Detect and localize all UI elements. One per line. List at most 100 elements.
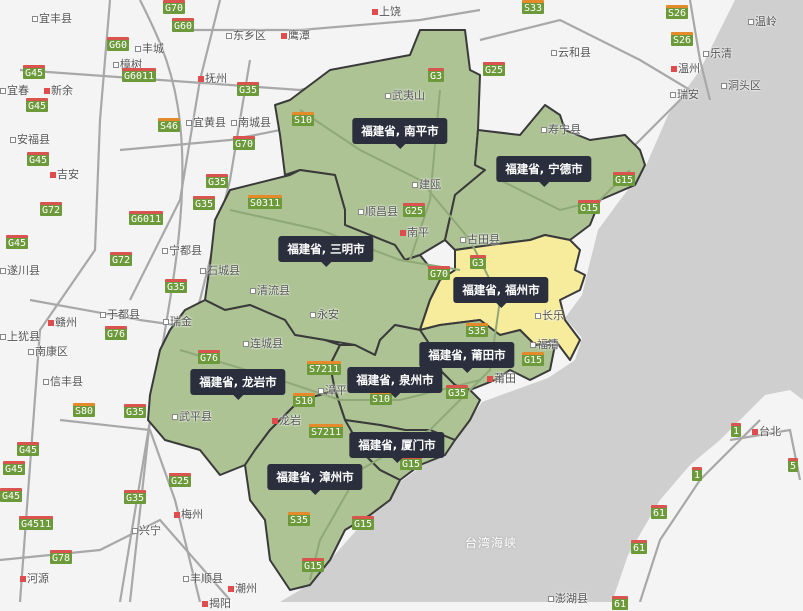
place-name: 于都县 (107, 308, 140, 321)
place-dot-icon (703, 51, 709, 57)
place-dot-icon (535, 313, 541, 319)
place-dot-icon (400, 230, 406, 236)
road-shield: G35 (446, 385, 469, 399)
region-tooltip-xiamen: 福建省, 厦门市 (349, 432, 445, 463)
place-dot-icon (541, 127, 547, 133)
road-shield: G76 (198, 350, 221, 364)
road-shield: G3 (470, 255, 487, 269)
place-name: 河源 (27, 572, 49, 585)
road-shield: 61 (612, 596, 629, 610)
place-dot-icon (162, 248, 168, 254)
road-shield: G45 (27, 152, 50, 166)
place-dot-icon (752, 429, 758, 435)
place-label: 上犹县 (0, 328, 40, 344)
place-label: 洞头区 (721, 77, 761, 93)
place-name: 吉安 (57, 168, 79, 181)
road-shield: S7211 (309, 424, 344, 438)
place-dot-icon (231, 120, 237, 126)
place-dot-icon (43, 379, 49, 385)
place-name: 瑞金 (170, 315, 192, 328)
place-dot-icon (0, 334, 6, 340)
road-shield: S10 (293, 393, 316, 407)
place-dot-icon (243, 341, 249, 347)
place-dot-icon (50, 172, 56, 178)
place-name: 赣州 (55, 316, 77, 329)
place-name: 新余 (51, 84, 73, 97)
place-name: 抚州 (205, 72, 227, 85)
place-label: 漳平 (318, 382, 347, 398)
taiwan-land (612, 390, 803, 602)
place-label: 台北 (752, 423, 781, 439)
place-label: 连城县 (243, 335, 283, 351)
place-dot-icon (385, 93, 391, 99)
place-label: 乐清 (703, 45, 732, 61)
place-label: 瑞安 (670, 86, 699, 102)
road-shield: G6011 (122, 68, 157, 82)
road-shield: S46 (158, 118, 181, 132)
road-shield: S26 (671, 32, 694, 46)
road-shield: G35 (165, 279, 188, 293)
place-label: 顺昌县 (358, 203, 398, 219)
place-name: 寿宁县 (548, 123, 581, 136)
place-name: 上犹县 (7, 330, 40, 343)
place-name: 潮州 (235, 582, 257, 595)
place-dot-icon (44, 88, 50, 94)
place-label: 安福县 (10, 131, 50, 147)
road-shield: G60 (107, 37, 130, 51)
place-name: 漳平 (325, 384, 347, 397)
place-name: 宜丰县 (39, 12, 72, 25)
road-shield: G70 (163, 0, 186, 14)
place-name: 福清 (537, 338, 559, 351)
place-label: 武夷山 (385, 87, 425, 103)
region-tooltip-zhangzhou: 福建省, 漳州市 (267, 464, 363, 495)
road-shield: 61 (631, 540, 648, 554)
place-label: 鹰潭 (281, 27, 310, 43)
place-dot-icon (113, 62, 119, 68)
road-shield: G35 (237, 82, 260, 96)
place-label: 澎湖县 (548, 590, 588, 606)
road-shield: G15 (302, 558, 325, 572)
road-shield: S0311 (248, 195, 283, 209)
place-label: 揭阳 (202, 595, 231, 611)
place-label: 上饶 (372, 3, 401, 19)
region-tooltip-ningde: 福建省, 宁德市 (496, 156, 592, 187)
place-dot-icon (281, 33, 287, 39)
place-name: 鹰潭 (288, 29, 310, 42)
place-dot-icon (186, 120, 192, 126)
place-dot-icon (318, 388, 324, 394)
place-label: 龙岩 (272, 412, 301, 428)
place-name: 乐清 (710, 47, 732, 60)
road-shield: G15 (578, 200, 601, 214)
place-dot-icon (487, 376, 493, 382)
place-dot-icon (163, 319, 169, 325)
place-label: 赣州 (48, 314, 77, 330)
place-name: 宁都县 (169, 244, 202, 257)
place-label: 丰顺县 (183, 570, 223, 586)
road-shield: G25 (483, 62, 506, 76)
place-name: 古田县 (467, 233, 500, 246)
road-shield: 1 (692, 467, 703, 481)
region-tooltip-longyan: 福建省, 龙岩市 (190, 369, 286, 400)
road-shield: 5 (788, 458, 799, 472)
place-dot-icon (28, 349, 34, 355)
place-name: 顺昌县 (365, 205, 398, 218)
place-name: 武平县 (179, 410, 212, 423)
place-label: 樟树 (113, 56, 142, 72)
place-label: 信丰县 (43, 373, 83, 389)
place-name: 遂川县 (7, 264, 40, 277)
place-name: 上饶 (379, 5, 401, 18)
place-name: 瑞安 (677, 88, 699, 101)
place-label: 兴宁 (132, 522, 161, 538)
region-tooltip-fuzhou: 福建省, 福州市 (453, 277, 549, 308)
place-name: 安福县 (17, 133, 50, 146)
region-tooltip-sanming: 福建省, 三明市 (278, 236, 374, 267)
place-name: 永安 (317, 308, 339, 321)
place-name: 武夷山 (392, 89, 425, 102)
place-label: 梅州 (174, 506, 203, 522)
place-name: 信丰县 (50, 375, 83, 388)
road-shield: G70 (428, 266, 451, 280)
place-dot-icon (10, 137, 16, 143)
road-shield: S26 (666, 5, 689, 19)
road-shield: G35 (206, 174, 229, 188)
road-shield: G25 (403, 203, 426, 217)
